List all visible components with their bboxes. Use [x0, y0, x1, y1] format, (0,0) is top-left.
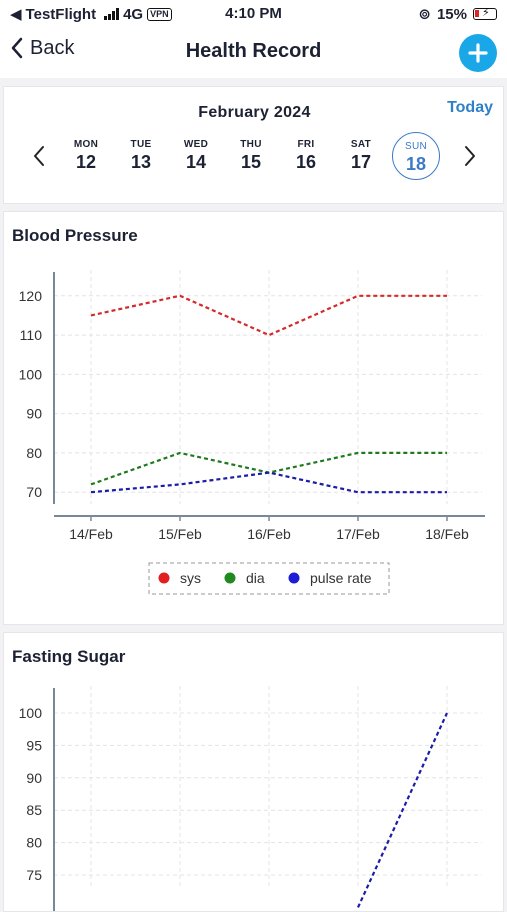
y-tick-label: 90: [26, 770, 42, 786]
back-button[interactable]: Back: [10, 36, 74, 60]
day-thu[interactable]: THU 15: [225, 139, 277, 173]
back-label: Back: [30, 36, 75, 59]
day-name: SUN: [404, 141, 427, 152]
vpn-badge: VPN: [147, 7, 172, 21]
status-right: ⊚ 15% ⚡: [418, 5, 497, 23]
status-bar: ◀ TestFlight 4G VPN 4:10 PM ⊚ 15% ⚡: [0, 0, 507, 28]
day-wed[interactable]: WED 14: [170, 139, 222, 173]
page-title: Health Record: [185, 40, 322, 62]
y-tick-label: 90: [26, 406, 42, 422]
y-tick-label: 70: [26, 484, 42, 500]
day-name: SAT: [350, 139, 372, 150]
month-label: February 2024: [198, 104, 311, 121]
day-number: 12: [75, 152, 97, 172]
day-number: 18: [405, 154, 427, 174]
day-number: 15: [240, 152, 262, 172]
x-tick-label: 14/Feb: [69, 526, 113, 542]
day-name: MON: [73, 139, 99, 150]
legend-label: sys: [180, 570, 201, 586]
day-name: WED: [183, 139, 209, 150]
orientation-lock-icon: ⊚: [418, 6, 431, 23]
add-record-button[interactable]: [459, 34, 497, 72]
network-label: 4G: [123, 5, 144, 23]
chevron-left-icon: [11, 37, 23, 59]
y-tick-label: 100: [19, 705, 43, 721]
week-calendar: February 2024 Today MON 12 TUE 13 WED 14 TH…: [3, 86, 504, 204]
y-tick-label: 80: [26, 445, 42, 461]
blood-pressure-chart: 70 80 90 100 110 120 14/Feb 15/Feb 16/Feb 17/Feb 1…: [19, 270, 485, 595]
series-line-sys: [90, 294, 447, 337]
chart-legend: sys dia pulse rate: [148, 562, 390, 595]
day-name: THU: [240, 139, 262, 150]
day-mon[interactable]: MON 12: [60, 139, 112, 173]
status-left: ◀ TestFlight 4G VPN: [10, 5, 172, 23]
day-sat[interactable]: SAT 17: [335, 139, 387, 173]
x-tick-label: 17/Feb: [336, 526, 380, 542]
fasting-sugar-card: Fasting Sugar 75 80 85 90 95 100: [3, 632, 504, 912]
y-tick-label: 75: [26, 867, 42, 883]
legend-label: pulse rate: [310, 570, 372, 586]
plus-icon: [468, 43, 488, 63]
day-name: TUE: [130, 139, 152, 150]
series-line-dia: [90, 451, 447, 486]
next-week-icon[interactable]: [463, 145, 477, 167]
today-button[interactable]: Today: [447, 99, 493, 116]
status-time: 4:10 PM: [225, 5, 282, 22]
day-fri[interactable]: FRI 16: [280, 139, 332, 173]
x-tick-label: 16/Feb: [247, 526, 291, 542]
signal-icon: [104, 8, 120, 20]
day-number: 14: [185, 152, 207, 172]
y-tick-label: 85: [26, 802, 42, 818]
series-line-pulse-rate: [90, 471, 447, 494]
day-number: 17: [350, 152, 372, 172]
fasting-sugar-title: Fasting Sugar: [12, 647, 126, 666]
x-tick-label: 15/Feb: [158, 526, 202, 542]
x-tick-label: 18/Feb: [425, 526, 469, 542]
day-sun-selected[interactable]: SUN 18: [392, 132, 440, 180]
day-tue[interactable]: TUE 13: [115, 139, 167, 173]
legend-box: [148, 562, 390, 595]
prev-week-icon[interactable]: [32, 145, 46, 167]
y-tick-label: 80: [26, 835, 42, 851]
carrier-label: TestFlight: [25, 5, 97, 23]
nav-bar: Back Health Record: [0, 28, 507, 78]
series-line-0: [356, 712, 449, 908]
day-number: 13: [130, 152, 152, 172]
y-tick-label: 110: [20, 327, 43, 343]
legend-marker: [224, 572, 236, 584]
battery-icon: ⚡: [473, 7, 497, 20]
legend-label: dia: [246, 570, 265, 586]
blood-pressure-card: Blood Pressure 70 80 90 100 110 120 14/Feb 15/F…: [3, 211, 504, 625]
blood-pressure-title: Blood Pressure: [12, 226, 138, 245]
legend-marker: [158, 572, 170, 584]
day-name: FRI: [297, 139, 315, 150]
day-number: 16: [295, 152, 317, 172]
fasting-sugar-chart: 75 80 85 90 95 100: [19, 686, 482, 911]
back-arrow-icon[interactable]: ◀: [10, 6, 22, 23]
battery-percent: 15%: [436, 5, 467, 23]
y-tick-label: 95: [26, 737, 42, 753]
legend-marker: [288, 572, 300, 584]
y-tick-label: 120: [19, 288, 43, 304]
y-tick-label: 100: [19, 366, 43, 382]
